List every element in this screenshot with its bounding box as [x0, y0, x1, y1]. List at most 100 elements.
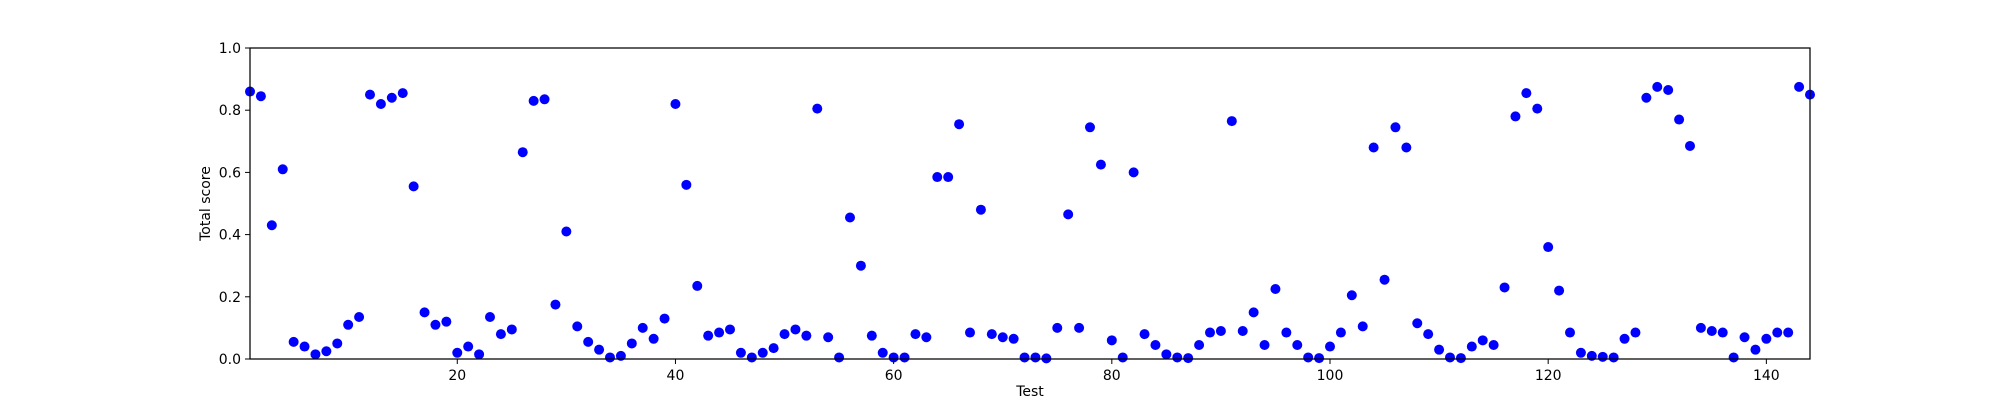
data-point	[757, 347, 768, 358]
x-axis-label: Test	[1015, 384, 1044, 400]
data-point	[812, 103, 823, 114]
x-axis-ticks: 20 40 60 80 100 120 140	[448, 359, 1780, 384]
data-point	[1641, 92, 1652, 103]
data-point	[1652, 81, 1663, 92]
data-point	[986, 329, 997, 340]
data-point	[1543, 242, 1554, 253]
data-point	[419, 307, 430, 318]
data-point	[474, 349, 485, 360]
data-point	[670, 98, 681, 109]
data-point	[1259, 340, 1270, 350]
data-point	[517, 147, 528, 158]
data-point	[725, 324, 735, 335]
data-point	[539, 94, 550, 105]
data-point	[921, 332, 932, 343]
x-tick-label: 140	[1753, 368, 1780, 384]
data-point	[1783, 327, 1794, 338]
data-point	[746, 352, 757, 363]
data-point	[266, 220, 277, 231]
data-point	[1663, 84, 1674, 95]
data-point	[1357, 321, 1368, 332]
data-point	[1095, 159, 1106, 170]
x-tick-label: 100	[1317, 368, 1344, 384]
data-point	[1761, 333, 1772, 344]
data-point	[1412, 318, 1423, 329]
data-point	[332, 338, 343, 349]
data-point	[1325, 341, 1335, 352]
y-tick-label: 0.0	[219, 352, 241, 368]
data-point	[354, 312, 365, 323]
y-tick-label: 0.2	[219, 290, 241, 306]
y-tick-label: 0.6	[219, 165, 241, 181]
data-point	[1128, 167, 1139, 178]
data-point	[1575, 347, 1586, 358]
data-point	[1248, 307, 1259, 318]
data-point	[834, 352, 845, 363]
data-point	[1183, 353, 1194, 364]
data-point	[397, 88, 408, 99]
data-point	[1401, 142, 1412, 153]
data-point	[288, 336, 299, 347]
data-point	[277, 164, 288, 175]
x-tick-label: 20	[448, 368, 466, 384]
data-point	[1445, 352, 1455, 363]
data-point	[790, 324, 801, 335]
data-point	[299, 341, 310, 352]
data-point	[495, 329, 506, 340]
data-point	[1390, 122, 1401, 133]
data-point	[1554, 285, 1565, 296]
y-axis-ticks: 0.0 0.2 0.4 0.6 0.8 1.0	[219, 41, 250, 368]
data-point	[692, 280, 703, 291]
data-point	[1750, 344, 1761, 355]
data-point	[1172, 352, 1183, 363]
data-point	[1499, 282, 1510, 293]
data-point	[1794, 81, 1805, 92]
data-point	[1237, 326, 1248, 337]
data-point	[1226, 116, 1237, 127]
data-point	[1314, 353, 1325, 364]
data-point	[1292, 340, 1303, 350]
data-point	[1685, 140, 1695, 151]
data-point	[801, 330, 812, 341]
data-point	[463, 341, 474, 352]
data-point	[1139, 329, 1150, 340]
y-axis-label: Total score	[198, 166, 214, 242]
plot-frame	[249, 47, 1811, 360]
y-tick-label: 0.4	[219, 228, 241, 244]
data-point	[1717, 327, 1728, 338]
data-point	[1423, 329, 1434, 340]
data-point	[932, 172, 943, 183]
data-point	[637, 322, 648, 333]
data-point	[594, 344, 605, 355]
x-tick-label: 60	[885, 368, 903, 384]
data-points	[245, 81, 1815, 364]
data-point	[703, 330, 714, 341]
data-point	[877, 347, 888, 358]
data-point	[1085, 122, 1095, 133]
data-point	[1379, 274, 1390, 285]
data-point	[888, 352, 899, 363]
data-point	[441, 316, 452, 327]
y-tick-label: 0.8	[219, 103, 241, 119]
data-point	[605, 352, 615, 363]
data-point	[1194, 340, 1205, 350]
data-point	[1510, 111, 1521, 122]
data-point	[899, 352, 910, 363]
data-point	[659, 313, 670, 324]
data-point	[1052, 322, 1063, 333]
data-point	[430, 319, 441, 330]
data-point	[1674, 114, 1685, 125]
data-point	[1477, 335, 1488, 346]
data-point	[528, 95, 539, 106]
data-point	[365, 89, 375, 100]
data-point	[681, 179, 692, 190]
data-point	[583, 336, 594, 347]
data-point	[714, 327, 725, 338]
data-point	[626, 338, 637, 349]
data-point	[255, 91, 266, 102]
y-tick-label: 1.0	[219, 41, 241, 57]
data-point	[1281, 327, 1292, 338]
data-point	[506, 324, 517, 335]
data-point	[1695, 322, 1706, 333]
